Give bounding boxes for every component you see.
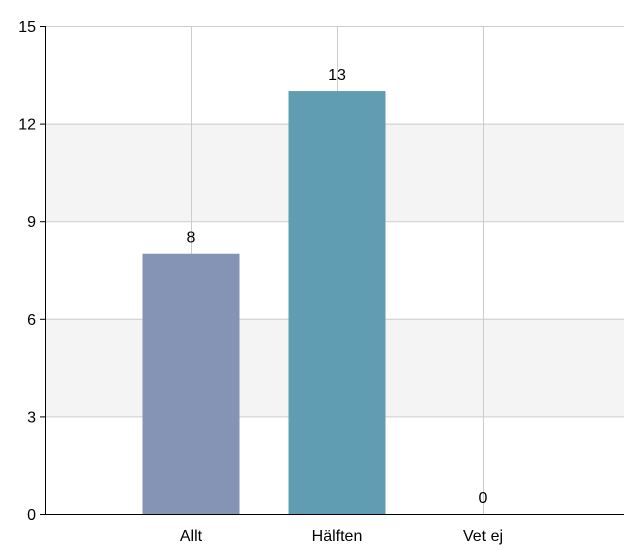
data-label: 13 <box>328 67 346 84</box>
y-tick-label: 0 <box>27 507 36 524</box>
axes <box>40 26 624 515</box>
y-tick-label: 6 <box>27 312 36 329</box>
bar-allt <box>142 253 240 514</box>
x-tick-label: Hälften <box>312 528 363 545</box>
x-tick-label: Vet ej <box>463 528 503 545</box>
data-labels: 8 13 0 <box>187 67 488 507</box>
data-label: 0 <box>479 490 488 507</box>
data-label: 8 <box>187 230 196 247</box>
y-tick-labels: 0 3 6 9 12 15 <box>18 19 36 524</box>
bars <box>142 91 386 515</box>
y-tick-label: 9 <box>27 214 36 231</box>
y-tick-label: 3 <box>27 409 36 426</box>
x-tick-label: Allt <box>180 528 203 545</box>
y-tick-label: 12 <box>18 117 36 134</box>
x-tick-labels: Allt Hälften Vet ej <box>180 528 503 545</box>
y-tick-label: 15 <box>18 19 36 36</box>
bar-hälften <box>288 91 386 515</box>
